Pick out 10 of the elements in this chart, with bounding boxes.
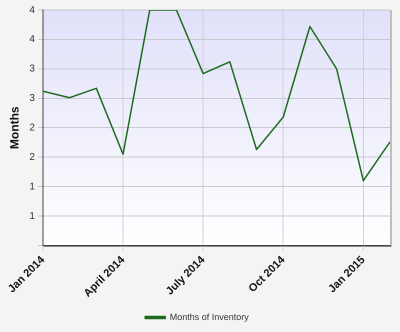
- y-tick-label: 2: [29, 152, 36, 163]
- y-axis-title: Months: [8, 106, 22, 150]
- y-tick-label: 2: [29, 122, 36, 134]
- y-tick-label: 1: [29, 181, 36, 192]
- y-tick-label: 1: [29, 210, 36, 222]
- y-tick-label: 4: [29, 34, 36, 46]
- legend-label: Months of Inventory: [170, 312, 250, 322]
- y-tick-label: 4: [29, 4, 36, 16]
- y-tick-label: 3: [29, 93, 36, 104]
- y-tick-label: 3: [29, 64, 36, 75]
